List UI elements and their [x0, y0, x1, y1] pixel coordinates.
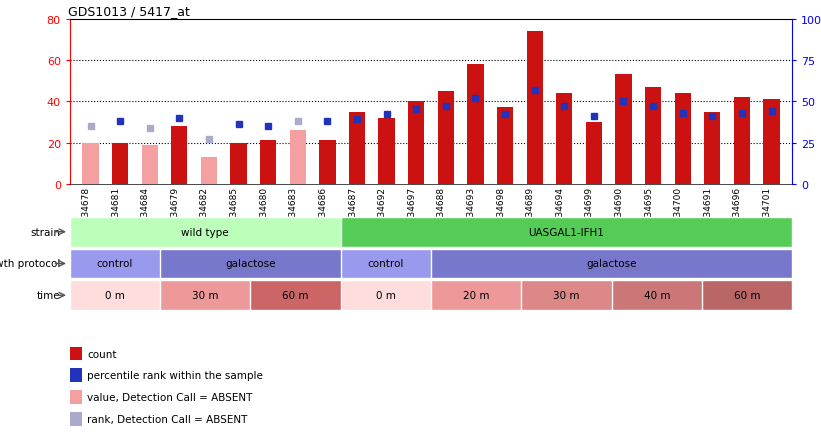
Text: percentile rank within the sample: percentile rank within the sample	[87, 371, 263, 380]
Bar	[231, 143, 246, 184]
Text: 20 m: 20 m	[463, 291, 489, 300]
Bar	[70, 412, 82, 426]
Bar	[438, 92, 454, 184]
Bar	[70, 390, 82, 404]
Text: 30 m: 30 m	[553, 291, 580, 300]
Bar	[260, 141, 277, 184]
Text: galactose: galactose	[586, 259, 637, 269]
Bar	[319, 141, 336, 184]
Bar	[172, 127, 187, 184]
Bar	[141, 145, 158, 184]
Text: GSM34688: GSM34688	[437, 187, 446, 236]
Text: GSM34689: GSM34689	[525, 187, 534, 236]
Text: GSM34696: GSM34696	[733, 187, 742, 236]
Text: GSM34683: GSM34683	[289, 187, 298, 236]
Bar	[112, 143, 128, 184]
Text: control: control	[97, 259, 133, 269]
Text: GSM34698: GSM34698	[496, 187, 505, 236]
Text: GSM34682: GSM34682	[200, 187, 209, 236]
Text: GSM34687: GSM34687	[348, 187, 357, 236]
Text: 60 m: 60 m	[282, 291, 309, 300]
Text: GDS1013 / 5417_at: GDS1013 / 5417_at	[68, 5, 190, 18]
Text: GSM34684: GSM34684	[140, 187, 149, 236]
Text: rank, Detection Call = ABSENT: rank, Detection Call = ABSENT	[87, 414, 247, 424]
Bar	[497, 108, 513, 184]
Bar	[349, 112, 365, 184]
Bar	[467, 65, 484, 184]
Text: GSM34685: GSM34685	[230, 187, 239, 236]
Text: time: time	[37, 291, 61, 300]
Bar	[526, 32, 543, 184]
Text: GSM34678: GSM34678	[81, 187, 90, 236]
Text: value, Detection Call = ABSENT: value, Detection Call = ABSENT	[87, 392, 252, 402]
Bar	[616, 75, 631, 184]
Text: growth protocol: growth protocol	[0, 259, 61, 269]
Text: GSM34691: GSM34691	[704, 187, 713, 236]
Bar	[378, 118, 395, 184]
Text: galactose: galactose	[225, 259, 276, 269]
Text: GSM34699: GSM34699	[585, 187, 594, 236]
Text: GSM34695: GSM34695	[644, 187, 653, 236]
Text: GSM34701: GSM34701	[763, 187, 772, 236]
Bar	[704, 112, 721, 184]
Text: GSM34686: GSM34686	[319, 187, 328, 236]
Text: 40 m: 40 m	[644, 291, 670, 300]
Text: GSM34700: GSM34700	[674, 187, 683, 236]
Text: control: control	[368, 259, 404, 269]
Text: 60 m: 60 m	[734, 291, 760, 300]
Bar	[82, 143, 99, 184]
Bar	[645, 88, 661, 184]
Text: count: count	[87, 349, 117, 358]
Text: GSM34697: GSM34697	[407, 187, 416, 236]
Bar	[585, 122, 602, 184]
Bar	[556, 94, 572, 184]
Text: 0 m: 0 m	[105, 291, 125, 300]
Text: 30 m: 30 m	[192, 291, 218, 300]
Text: GSM34681: GSM34681	[111, 187, 120, 236]
Text: GSM34694: GSM34694	[555, 187, 564, 236]
Bar	[675, 94, 690, 184]
Text: 0 m: 0 m	[376, 291, 396, 300]
Text: wild type: wild type	[181, 227, 229, 237]
Bar	[201, 158, 217, 184]
Bar	[408, 102, 424, 184]
Bar	[70, 368, 82, 382]
Bar	[70, 347, 82, 361]
Text: GSM34693: GSM34693	[466, 187, 475, 236]
Text: UASGAL1-IFH1: UASGAL1-IFH1	[529, 227, 604, 237]
Text: strain: strain	[30, 227, 61, 237]
Bar	[290, 131, 306, 184]
Text: GSM34692: GSM34692	[378, 187, 387, 236]
Bar	[734, 98, 750, 184]
Text: GSM34680: GSM34680	[259, 187, 268, 236]
Text: GSM34690: GSM34690	[614, 187, 623, 236]
Bar	[764, 100, 780, 184]
Text: GSM34679: GSM34679	[170, 187, 179, 236]
